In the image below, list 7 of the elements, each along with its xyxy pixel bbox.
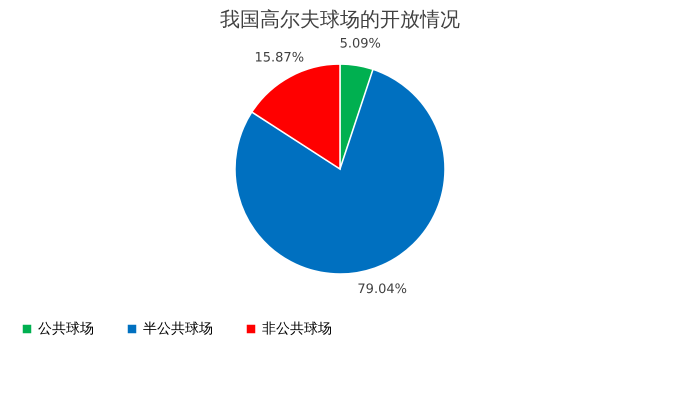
legend-label: 公共球场 xyxy=(38,321,94,337)
data-label: 79.04% xyxy=(357,282,407,297)
legend-label: 非公共球场 xyxy=(262,321,332,337)
data-label: 5.09% xyxy=(340,36,381,52)
legend-label: 半公共球场 xyxy=(143,321,213,337)
data-label: 15.87% xyxy=(254,50,304,66)
chart-title: 我国高尔夫球场的开放情况 xyxy=(220,7,460,31)
